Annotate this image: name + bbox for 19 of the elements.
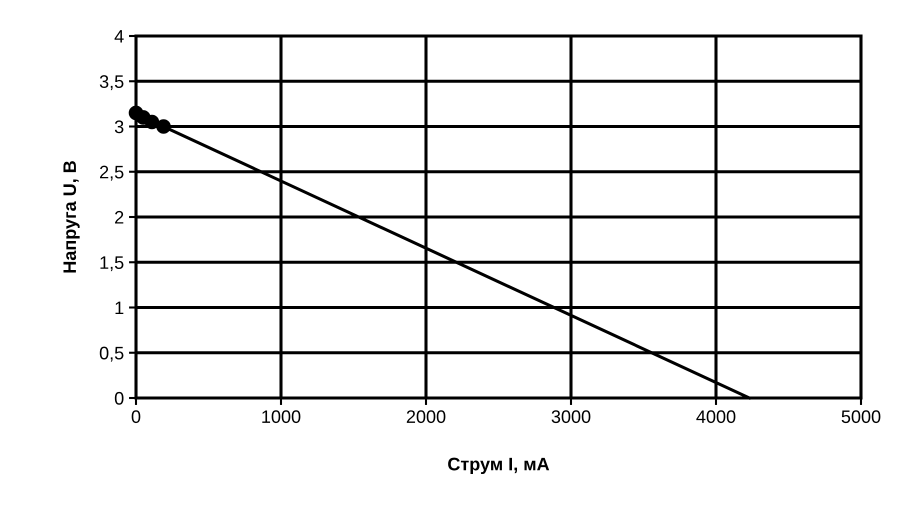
y-tick-label: 1	[116, 302, 124, 314]
y-axis-title: Напруга U, В	[63, 161, 80, 273]
x-tick-label: 2000	[406, 410, 446, 424]
y-tick-label: 0	[114, 392, 124, 405]
x-tick-label: 4000	[696, 410, 736, 424]
point	[144, 114, 160, 130]
x-tick-label: 1000	[262, 410, 300, 424]
y-tick-label: 3,5	[100, 75, 124, 90]
y-tick-label: 4	[114, 30, 124, 43]
y-tick-label: 2,5	[100, 166, 124, 181]
x-axis-title: Струм I, мА	[448, 458, 550, 474]
x-tick-label: 3000	[552, 410, 590, 424]
y-tick-label: 0,5	[100, 346, 124, 362]
y-tick-label: 3	[114, 120, 124, 134]
y-tick-label: 1,5	[100, 256, 124, 272]
point	[156, 119, 171, 134]
x-tick-label: 5000	[842, 410, 880, 424]
y-tick-label: 2	[115, 210, 124, 224]
x-tick-label: 0	[132, 410, 140, 424]
